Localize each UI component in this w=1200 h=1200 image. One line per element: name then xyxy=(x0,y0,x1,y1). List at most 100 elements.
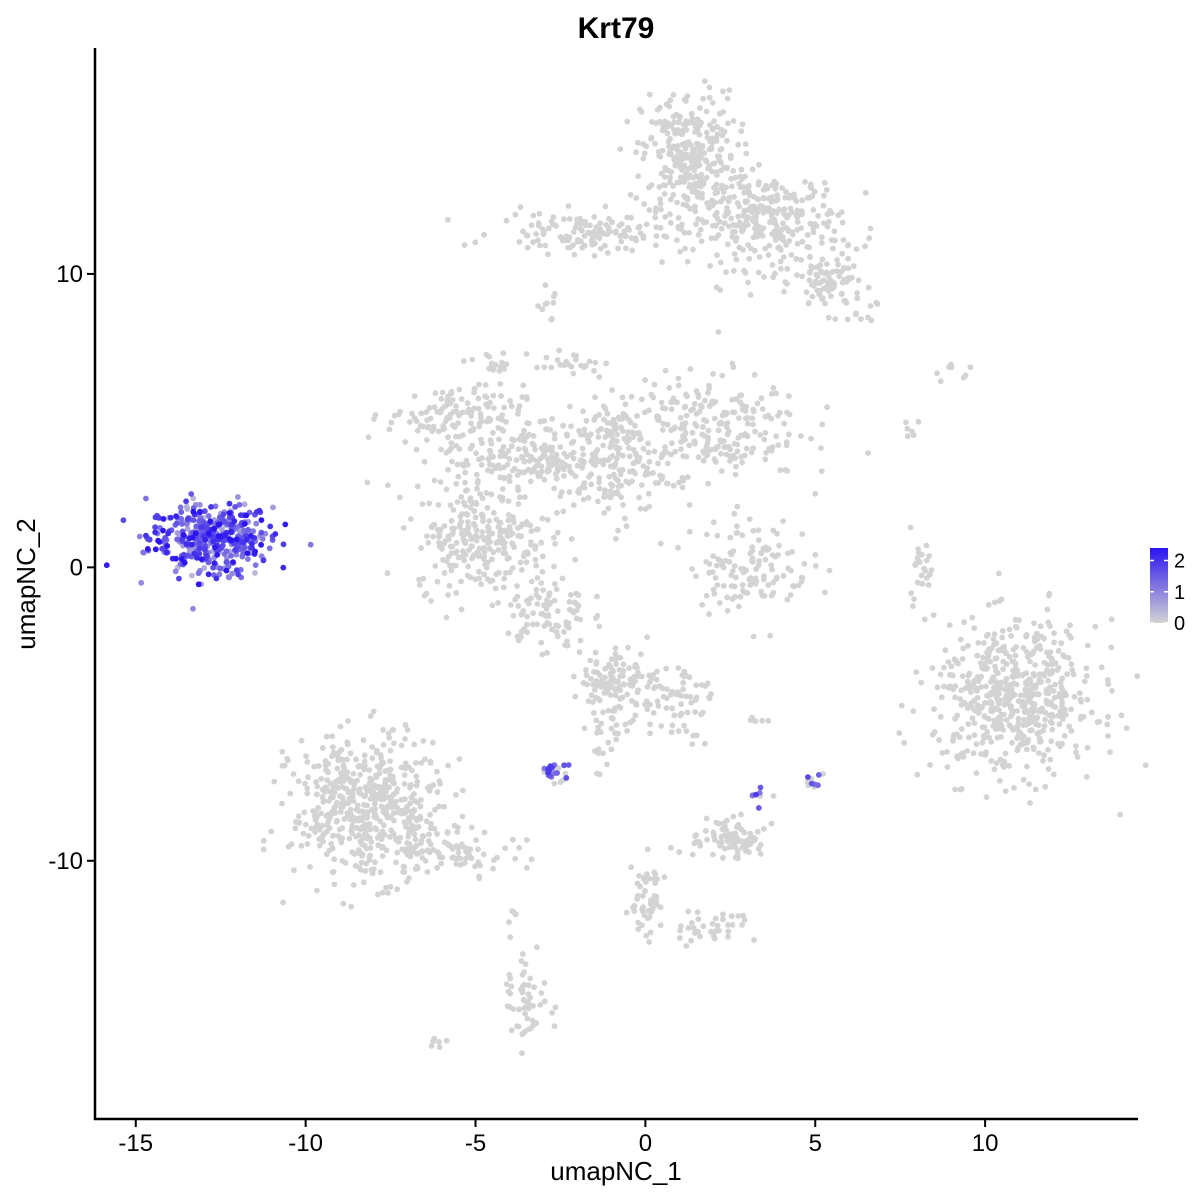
data-point xyxy=(1036,750,1042,756)
data-point xyxy=(1049,726,1056,733)
data-point xyxy=(714,922,721,929)
data-point xyxy=(731,251,738,257)
data-point xyxy=(535,237,541,244)
data-point xyxy=(749,544,756,551)
data-point xyxy=(667,97,674,104)
data-point xyxy=(661,449,668,455)
data-point xyxy=(648,134,655,141)
data-point xyxy=(773,180,780,187)
data-point xyxy=(1024,763,1030,770)
data-point xyxy=(660,420,666,427)
data-point xyxy=(528,539,534,545)
data-point xyxy=(518,958,525,964)
data-point xyxy=(1028,714,1035,721)
data-point xyxy=(388,419,395,426)
data-point xyxy=(818,445,824,451)
data-point xyxy=(683,693,689,700)
data-point xyxy=(455,849,462,856)
data-point xyxy=(416,576,422,583)
data-point xyxy=(387,747,394,754)
data-point xyxy=(964,678,971,685)
data-point xyxy=(553,622,559,629)
data-point xyxy=(971,732,978,738)
data-point xyxy=(531,984,537,991)
data-point xyxy=(156,539,163,545)
data-point xyxy=(703,108,710,115)
data-point xyxy=(545,225,552,232)
data-point xyxy=(415,850,422,857)
data-point xyxy=(592,462,599,469)
data-point xyxy=(1056,721,1063,728)
data-point xyxy=(772,270,778,277)
data-point xyxy=(235,494,241,500)
data-point xyxy=(965,734,972,741)
data-point xyxy=(692,440,698,447)
data-point xyxy=(689,851,696,858)
data-point xyxy=(203,552,210,559)
data-point xyxy=(226,510,233,516)
data-point xyxy=(668,729,675,736)
data-point xyxy=(190,605,196,612)
data-point xyxy=(456,412,462,419)
data-point xyxy=(196,518,203,525)
data-point xyxy=(401,781,408,787)
data-point xyxy=(638,651,644,658)
data-point xyxy=(450,507,457,513)
data-point xyxy=(632,664,638,670)
data-point xyxy=(377,818,384,824)
data-point xyxy=(608,725,615,732)
data-point xyxy=(1020,776,1027,783)
data-point xyxy=(720,438,727,444)
data-point xyxy=(345,789,352,796)
data-point xyxy=(729,843,735,850)
data-point xyxy=(477,491,483,497)
data-point xyxy=(1055,647,1062,654)
data-point xyxy=(752,428,758,435)
data-point xyxy=(501,575,508,582)
data-point xyxy=(701,78,708,84)
data-point xyxy=(308,825,315,832)
data-point xyxy=(698,171,705,178)
data-point xyxy=(366,821,373,827)
data-point xyxy=(330,744,336,750)
data-point xyxy=(711,118,717,125)
data-point xyxy=(428,783,435,790)
data-point xyxy=(226,500,233,507)
data-point xyxy=(1014,708,1021,714)
data-point xyxy=(591,367,597,374)
data-point xyxy=(554,357,561,363)
data-point xyxy=(504,1003,511,1010)
data-point xyxy=(1036,676,1043,683)
data-point xyxy=(798,578,805,585)
data-point xyxy=(743,217,750,224)
data-point xyxy=(697,226,704,233)
data-point xyxy=(735,913,742,919)
data-point xyxy=(635,173,642,180)
data-point xyxy=(681,179,687,185)
data-point xyxy=(753,566,760,572)
data-point xyxy=(916,559,923,565)
data-point xyxy=(650,470,656,476)
data-point xyxy=(711,415,718,422)
data-point xyxy=(747,292,754,298)
data-point xyxy=(538,990,545,996)
data-point xyxy=(416,582,423,588)
data-point xyxy=(601,490,608,497)
data-point xyxy=(494,539,501,546)
data-point xyxy=(404,726,411,733)
data-point xyxy=(260,837,267,844)
data-point xyxy=(228,537,235,544)
data-point xyxy=(472,863,478,870)
data-point xyxy=(561,216,567,223)
data-point xyxy=(627,419,634,426)
data-point xyxy=(217,565,224,572)
data-point xyxy=(272,531,279,537)
data-point xyxy=(595,724,601,731)
data-point xyxy=(670,183,676,189)
data-point xyxy=(638,482,645,488)
data-point xyxy=(460,499,467,506)
data-point xyxy=(755,845,762,852)
data-point xyxy=(677,414,684,421)
data-point xyxy=(686,674,693,681)
data-point xyxy=(484,576,491,582)
